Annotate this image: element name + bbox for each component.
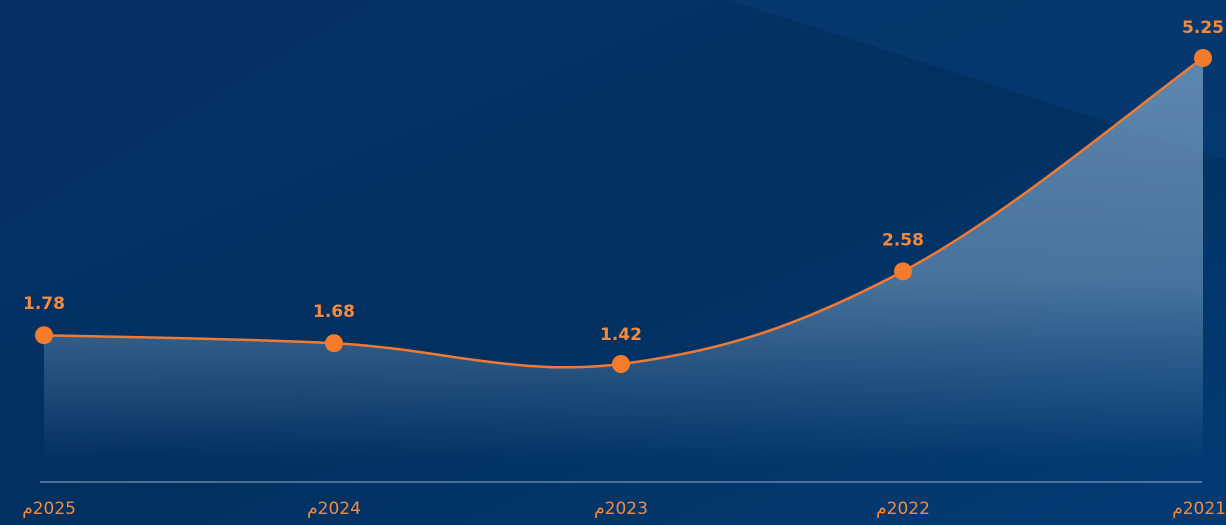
data-point-marker <box>894 262 912 281</box>
x-tick-label: 2022م <box>876 499 930 519</box>
data-point-marker <box>35 326 53 345</box>
data-point-marker <box>612 355 630 373</box>
x-tick-label: 2023م <box>594 499 648 519</box>
x-tick-label: 2025م <box>22 499 76 519</box>
data-label: 2.58 <box>882 230 924 250</box>
data-point-marker <box>325 334 343 353</box>
area-fill <box>44 58 1203 460</box>
data-label: 1.42 <box>600 325 642 345</box>
data-label: 5.25 <box>1182 18 1224 38</box>
x-tick-label: 2021م <box>1172 499 1226 519</box>
data-label: 1.68 <box>313 302 355 322</box>
x-tick-label: 2024م <box>307 499 361 519</box>
data-label: 1.78 <box>23 294 65 314</box>
data-point-marker <box>1194 49 1212 67</box>
